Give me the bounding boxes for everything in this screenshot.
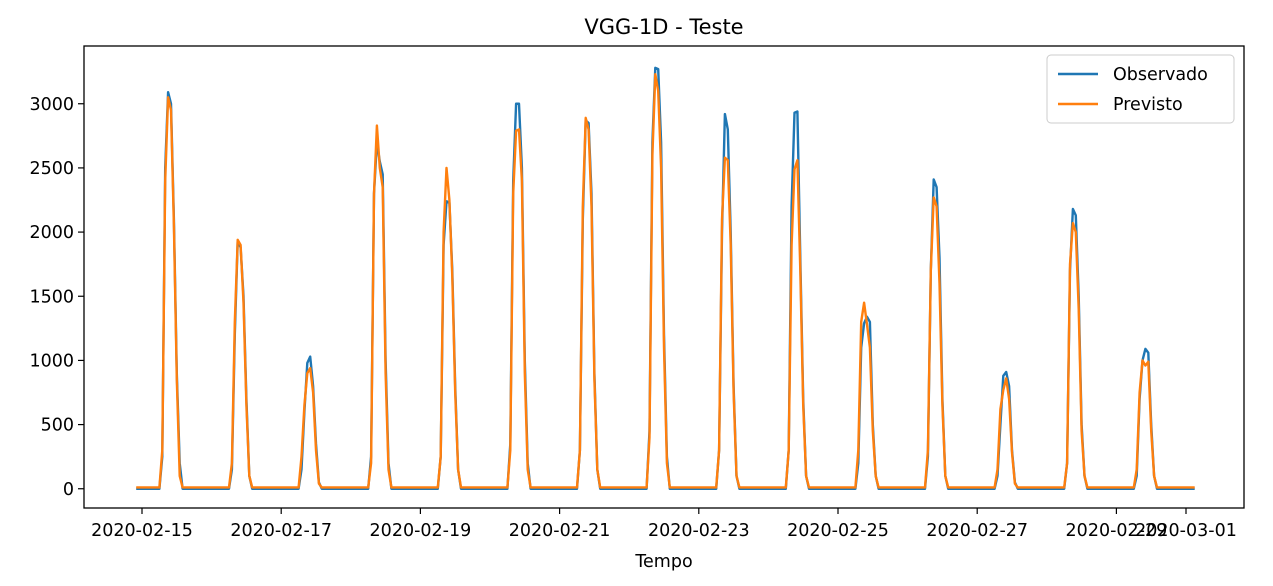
y-tick-label: 0	[63, 480, 74, 500]
series-line-observado	[136, 66, 1195, 490]
chart-title: VGG-1D - Teste	[584, 15, 743, 39]
y-tick-label: 1000	[29, 351, 74, 371]
y-tick-label: 1500	[29, 287, 74, 307]
series-line-previsto	[136, 73, 1195, 489]
y-tick-label: 2500	[29, 159, 74, 179]
x-tick-label: 2020-02-21	[509, 521, 611, 541]
x-axis: 2020-02-15 2020-02-17 2020-02-19 2020-02-21…	[91, 508, 1237, 541]
legend-label-observado: Observado	[1113, 65, 1208, 85]
y-tick-label: 500	[41, 416, 74, 436]
y-axis: 0 500 1000 1500 2000 2500 3000	[29, 95, 84, 500]
plot-frame	[83, 45, 1245, 509]
x-tick-label: 2020-02-27	[926, 521, 1028, 541]
series-layer	[136, 66, 1195, 490]
x-tick-label: 2020-02-25	[787, 521, 889, 541]
y-tick-label: 3000	[29, 95, 74, 115]
x-tick-label: 2020-02-19	[370, 521, 472, 541]
x-tick-label: 2020-02-29	[1066, 521, 1168, 541]
y-tick-label: 2000	[29, 223, 74, 243]
x-tick-label: 2020-02-23	[648, 521, 750, 541]
x-tick-label: 2020-02-17	[230, 521, 332, 541]
legend-box	[1046, 54, 1235, 124]
x-axis-label: Tempo	[634, 552, 692, 572]
legend-label-previsto: Previsto	[1113, 95, 1183, 115]
x-tick-label: 2020-03-01	[1135, 521, 1237, 541]
legend: Observado Previsto	[1046, 54, 1235, 124]
x-tick-label: 2020-02-15	[91, 521, 193, 541]
